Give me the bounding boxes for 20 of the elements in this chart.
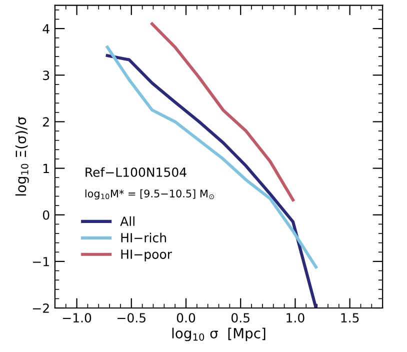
y-tick-label: 4 (42, 24, 50, 34)
y-axis-title: log$_{10}$ Ξ(σ)/σ (15, 116, 29, 196)
legend-label: All (120, 216, 134, 226)
annotation: log$_{10}$M* = [9.5−10.5] M$_{⊙}$ (85, 189, 214, 200)
y-tick-label: 1 (44, 164, 49, 174)
x-tick-label: 1.0 (286, 313, 304, 323)
y-tick-label: 0 (42, 210, 50, 220)
x-tick-label: 1.5 (341, 313, 359, 323)
y-tick-label: −1 (32, 257, 49, 266)
x-tick-label: −0.5 (118, 313, 146, 323)
x-tick-label: 0.5 (231, 313, 250, 323)
annotation: Ref−L100N1504 (86, 167, 186, 177)
x-tick-label: 0.0 (176, 313, 196, 323)
legend-label: HI−poor (121, 250, 172, 262)
legend-label: HI−rich (121, 232, 166, 242)
x-tick-label: −1.0 (62, 313, 92, 323)
x-axis-title: log$_{10}$ σ [Mpc] (172, 328, 266, 342)
y-tick-label: 2 (43, 117, 49, 126)
y-tick-label: 3 (43, 70, 50, 80)
y-tick-label: −2 (32, 303, 49, 313)
